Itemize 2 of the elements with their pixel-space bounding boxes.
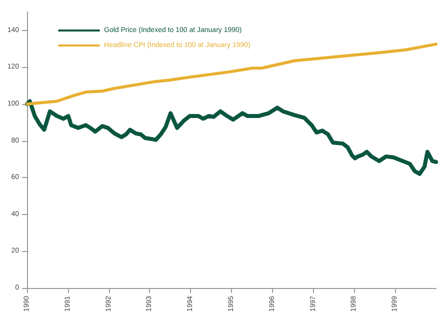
line-series (25, 99, 438, 176)
line-series (26, 42, 438, 106)
